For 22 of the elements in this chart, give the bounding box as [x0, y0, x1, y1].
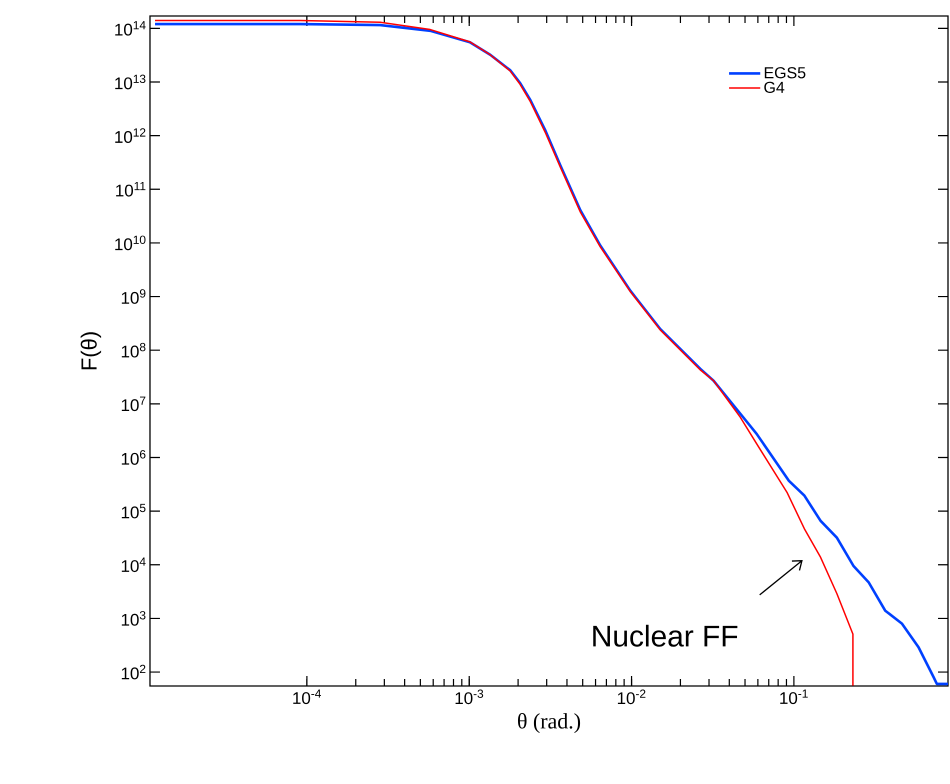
y-tick-label: 10$^{12}$: [115, 128, 146, 143]
y-axis-title: F(θ): [80, 332, 102, 370]
y-tick-label: 10$^{14}$: [115, 21, 146, 36]
y-tick-label: 10$^{10}$: [115, 236, 146, 250]
x-tick-label: 10$^{-4}$: [293, 690, 321, 704]
y-tick-label: 10$^{7}$: [122, 396, 146, 412]
y-tick-label: 10$^{9}$: [122, 289, 146, 304]
y-tick-label: 10$^{4}$: [122, 558, 146, 572]
x-axis-title: θ (rad.): [518, 713, 580, 734]
x-tick-label: 10$^{-3}$: [456, 690, 484, 704]
x-tick-label: 10$^{-1}$: [780, 690, 808, 704]
y-tick-label: 10$^{8}$: [122, 342, 146, 358]
y-tick-label: 10$^{2}$: [122, 664, 146, 680]
y-tick-label: 10$^{3}$: [122, 611, 146, 626]
y-tick-label: 10$^{5}$: [122, 504, 146, 518]
legend-label: G4: [764, 82, 784, 93]
y-tick-label: 10$^{6}$: [122, 450, 146, 465]
annotation: Nuclear FF: [593, 624, 738, 647]
y-tick-label: 10$^{13}$: [115, 74, 146, 90]
legend-label: EGS5: [764, 67, 806, 78]
x-tick-label: 10$^{-2}$: [618, 690, 646, 704]
y-tick-label: 10$^{11}$: [116, 182, 146, 197]
